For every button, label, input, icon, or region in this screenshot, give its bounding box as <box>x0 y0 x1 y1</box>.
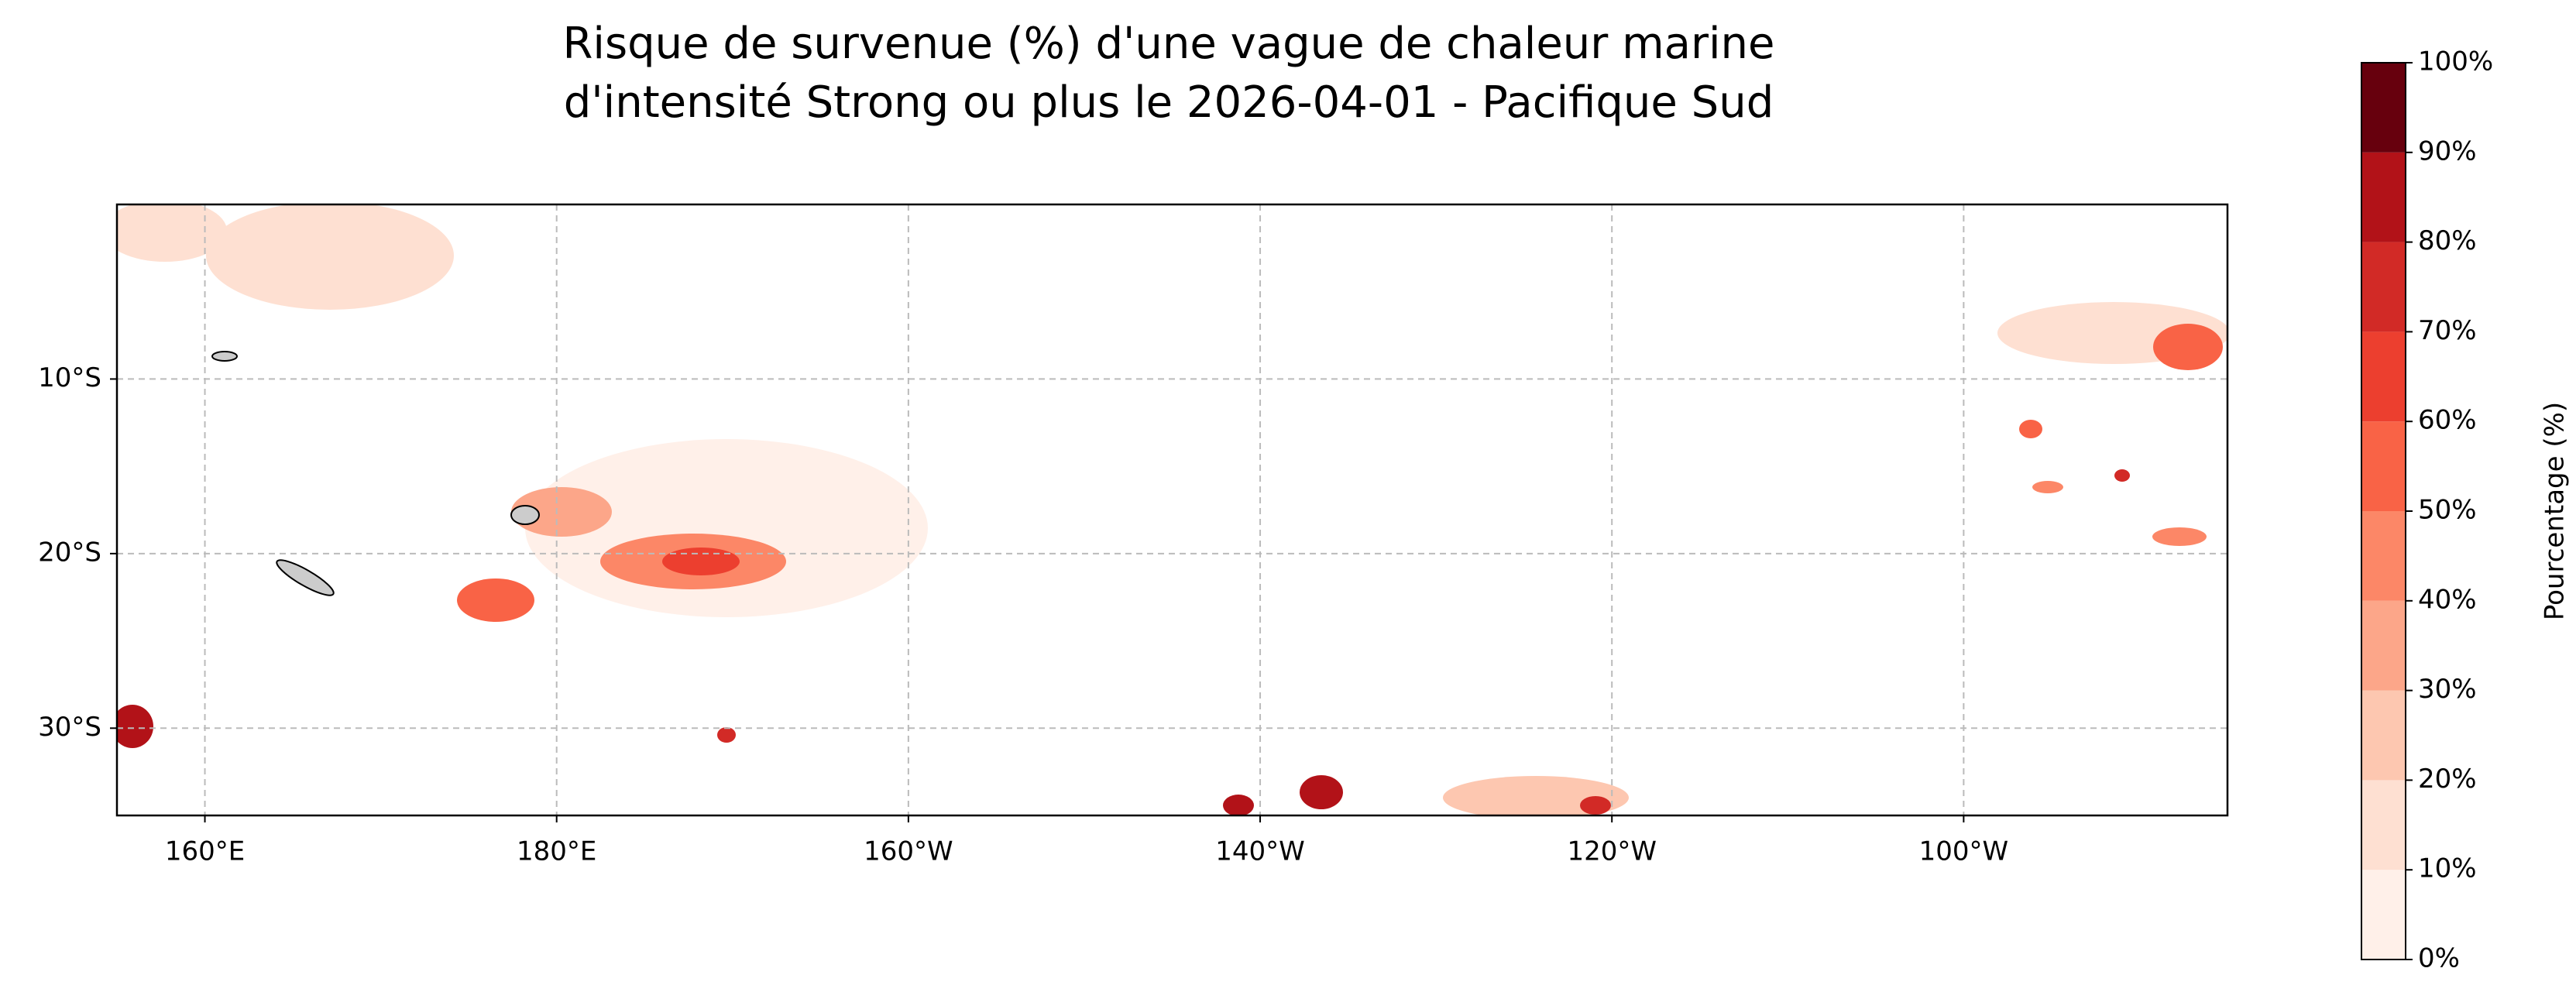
x-tick-label: 160°W <box>864 836 953 867</box>
colorbar-tick-label: 60% <box>2418 405 2477 436</box>
land <box>510 505 540 525</box>
risk-area <box>2032 481 2063 493</box>
x-tick-label: 140°W <box>1215 836 1305 867</box>
colorbar-tick-label: 90% <box>2418 136 2477 166</box>
land <box>276 559 335 596</box>
risk-area <box>1223 795 1254 815</box>
colorbar-tick-label: 70% <box>2418 315 2477 346</box>
plot-frame <box>115 203 2229 817</box>
risk-area <box>2019 420 2042 438</box>
risk-area <box>206 204 454 310</box>
x-tick-label: 180°E <box>517 836 596 867</box>
risk-area <box>2152 527 2207 546</box>
risk-area <box>2114 469 2130 482</box>
risk-area <box>457 578 534 622</box>
risk-area <box>1580 796 1611 815</box>
risk-area <box>117 204 227 262</box>
colorbar-tick-label: 30% <box>2418 674 2477 705</box>
x-tick-label: 120°W <box>1567 836 1657 867</box>
risk-area <box>2153 324 2223 370</box>
colorbar-segment <box>2361 870 2406 960</box>
heat-field <box>117 204 2227 815</box>
risk-area <box>662 548 740 575</box>
risk-area <box>717 727 736 743</box>
colorbar-segment <box>2361 690 2406 781</box>
risk-area <box>1300 775 1343 809</box>
colorbar-tick-label: 50% <box>2418 495 2477 526</box>
axes: 160°E 180°E 160°W 140°W 120°W 100°W 10°S 20°S 30… <box>38 46 2493 974</box>
x-tick-label: 160°E <box>165 836 245 867</box>
colorbar-tick-label: 40% <box>2418 584 2477 615</box>
colorbar-segment <box>2361 600 2406 691</box>
title: Risque de survenue (%) d'une vague de ch… <box>562 19 1774 69</box>
land <box>211 351 238 362</box>
colorbar-segment <box>2361 511 2406 601</box>
colorbar-segment <box>2361 780 2406 870</box>
title: d'intensité Strong ou plus le 2026-04-01… <box>564 77 1774 128</box>
risk-area <box>511 487 612 537</box>
colorbar-segment <box>2361 63 2406 153</box>
risk-area <box>117 705 153 748</box>
colorbar-segment <box>2361 152 2406 242</box>
colorbar-tick-label: 100% <box>2418 46 2493 77</box>
colorbar-tick-label: 0% <box>2418 943 2460 974</box>
colorbar-tick-label: 10% <box>2418 853 2477 884</box>
colorbar-segment <box>2361 242 2406 332</box>
colorbar-tick-label: 80% <box>2418 225 2477 256</box>
colorbar-tick-label: 20% <box>2418 764 2477 795</box>
y-tick-label: 20°S <box>38 537 101 568</box>
colorbar-segment <box>2361 331 2406 422</box>
y-tick-label: 30°S <box>38 712 101 743</box>
colorbar-segment <box>2361 421 2406 511</box>
y-tick-label: 10°S <box>38 362 101 393</box>
x-tick-label: 100°W <box>1919 836 2009 867</box>
colorbar-label: Pourcentage (%) <box>2540 402 2571 620</box>
